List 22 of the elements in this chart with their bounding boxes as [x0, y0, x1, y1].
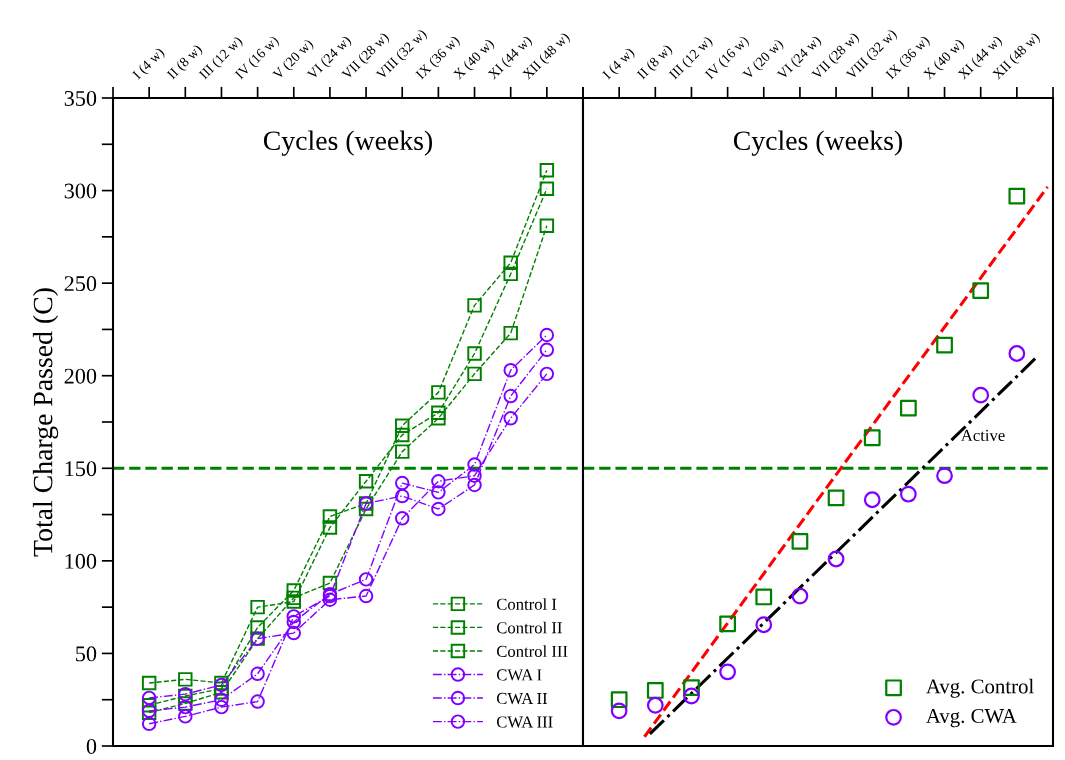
legend-label: CWA III: [496, 716, 553, 728]
y-tick-label: 150: [65, 461, 97, 477]
y-tick-label: 350: [64, 90, 97, 106]
y-axis-title: Total Charge Passed (C): [32, 288, 59, 557]
legend-label: Control III: [496, 645, 568, 657]
x-axis-title: Cycles (weeks): [263, 130, 433, 156]
y-tick-label: 200: [64, 368, 97, 384]
x-axis-title: Cycles (weeks): [733, 130, 903, 156]
x-tick-label: I (4 w): [131, 46, 167, 82]
legend-label: CWA I: [496, 669, 542, 681]
legend-label: Control II: [496, 621, 562, 634]
legend-label: Avg. CWA: [926, 708, 1017, 728]
y-tick-label: 100: [65, 553, 97, 569]
annotation: Active: [960, 429, 1005, 441]
y-tick-label: 300: [64, 183, 97, 199]
y-tick-label: 50: [76, 646, 97, 662]
legend-label: Avg. Control: [926, 678, 1034, 698]
x-tick-label: I (4 w): [601, 46, 637, 82]
y-tick-label: 0: [86, 738, 97, 754]
legend-label: Control I: [496, 598, 557, 610]
legend-label: CWA II: [496, 692, 548, 705]
y-tick-label: 250: [64, 276, 97, 292]
